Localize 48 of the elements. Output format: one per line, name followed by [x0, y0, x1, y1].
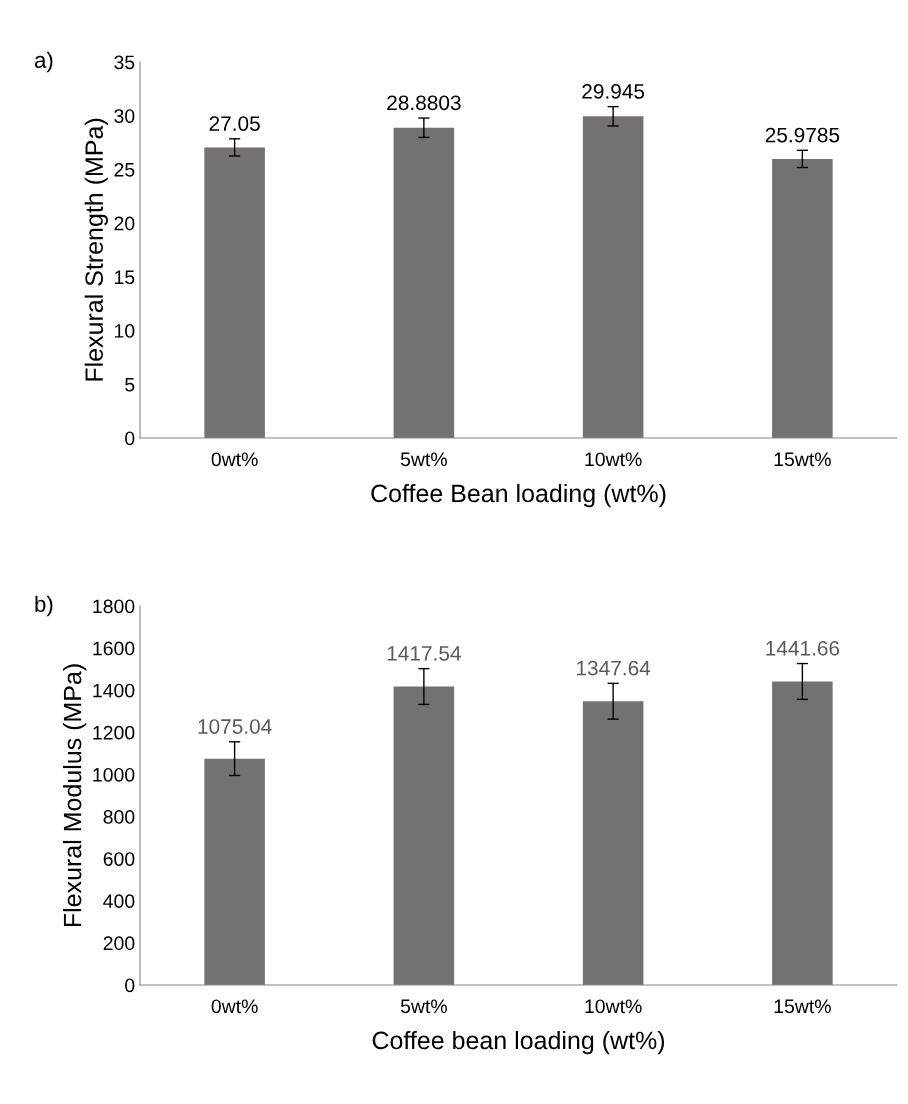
data-label: 1075.04	[198, 719, 272, 734]
x-tick-label: 15wt%	[774, 452, 831, 467]
data-label: 1347.64	[577, 660, 651, 676]
y-tick-label: 1200	[93, 725, 135, 740]
y-tick-label: 1000	[93, 767, 135, 782]
x-tick-label: 5wt%	[400, 452, 447, 467]
x-tick-label: 10wt%	[585, 452, 642, 467]
data-label: 25.9785	[765, 127, 840, 143]
x-tick-label: 0wt%	[211, 452, 258, 467]
y-tick-label: 20	[114, 216, 135, 231]
y-tick-label: 800	[103, 810, 135, 824]
data-label: 29.945	[582, 84, 645, 99]
y-axis-title: Flexural Modulus (MPa)	[63, 664, 87, 927]
y-tick-label: 200	[103, 936, 135, 951]
bar	[204, 147, 265, 438]
y-tick-label: 0	[125, 431, 135, 446]
y-tick-label: 1400	[93, 683, 135, 698]
text: a)	[34, 51, 53, 73]
bar	[772, 158, 833, 438]
x-tick-label: 0wt%	[211, 999, 258, 1014]
x-tick-label: 5wt%	[400, 999, 447, 1014]
x-axis-title: Coffee Bean loading (wt%)	[371, 483, 666, 508]
y-tick-label: 0	[125, 978, 135, 993]
y-tick-label: 1800	[93, 599, 135, 614]
y-tick-label: 25	[114, 162, 135, 177]
bar	[582, 116, 644, 438]
y-tick-label: 10	[115, 324, 135, 338]
data-label: 1417.54	[387, 646, 461, 661]
bar	[204, 758, 265, 985]
data-label: 1441.66	[766, 640, 840, 656]
y-tick-label: 35	[114, 55, 135, 70]
y-tick-label: 15	[115, 270, 135, 285]
x-tick-label: 10wt%	[585, 999, 642, 1014]
y-tick-label: 30	[114, 109, 135, 123]
bar	[772, 681, 833, 985]
text: b)	[35, 595, 53, 617]
y-tick-label: 5	[125, 377, 135, 392]
data-label: 28.8803	[387, 95, 461, 111]
y-tick-label: 400	[103, 894, 135, 909]
bar	[393, 127, 455, 438]
x-tick-label: 15wt%	[774, 999, 831, 1014]
bar	[393, 686, 455, 985]
y-axis-title: Flexural Strength (MPa)	[84, 118, 108, 381]
y-tick-label: 1600	[93, 641, 135, 656]
data-label: 27.05	[209, 116, 260, 131]
x-axis-title: Coffee bean loading (wt%)	[372, 1030, 665, 1055]
y-tick-label: 600	[103, 852, 135, 866]
bar	[582, 701, 644, 985]
